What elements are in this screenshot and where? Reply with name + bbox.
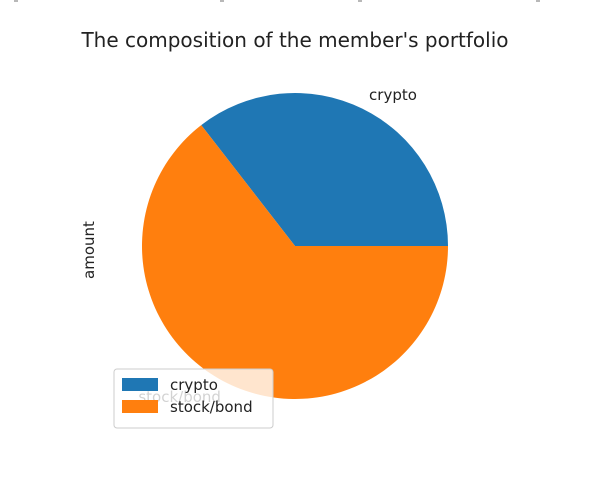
legend-swatch-stock-bond bbox=[122, 400, 158, 413]
cropped-glyph bbox=[220, 0, 224, 2]
legend-items: crypto stock/bond bbox=[122, 376, 253, 416]
legend: crypto stock/bond bbox=[113, 368, 274, 429]
cropped-glyph bbox=[358, 0, 362, 2]
legend-label-crypto: crypto bbox=[170, 376, 218, 394]
pie-slice-stock-bond bbox=[142, 125, 449, 399]
cropped-glyph bbox=[14, 0, 18, 2]
legend-swatch-crypto bbox=[122, 378, 158, 391]
slice-label-crypto: crypto bbox=[369, 86, 417, 104]
chart-title: The composition of the member's portfoli… bbox=[80, 28, 508, 52]
y-axis-label: amount bbox=[80, 221, 98, 279]
cropped-top-edge bbox=[0, 0, 600, 6]
cropped-glyph bbox=[536, 0, 540, 2]
legend-label-stock-bond: stock/bond bbox=[170, 398, 253, 416]
pie-slice-crypto bbox=[201, 93, 448, 246]
pie-slices bbox=[142, 93, 449, 399]
